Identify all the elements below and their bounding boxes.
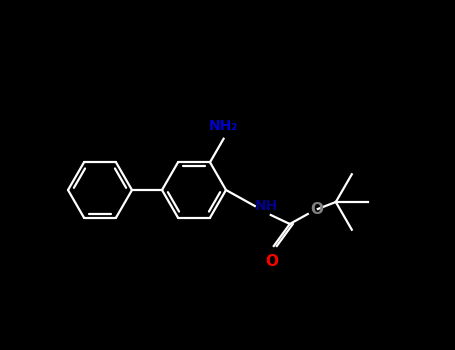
Text: O: O xyxy=(265,254,278,269)
Text: NH₂: NH₂ xyxy=(209,119,238,133)
Text: NH: NH xyxy=(255,199,278,213)
Text: O: O xyxy=(310,203,323,217)
